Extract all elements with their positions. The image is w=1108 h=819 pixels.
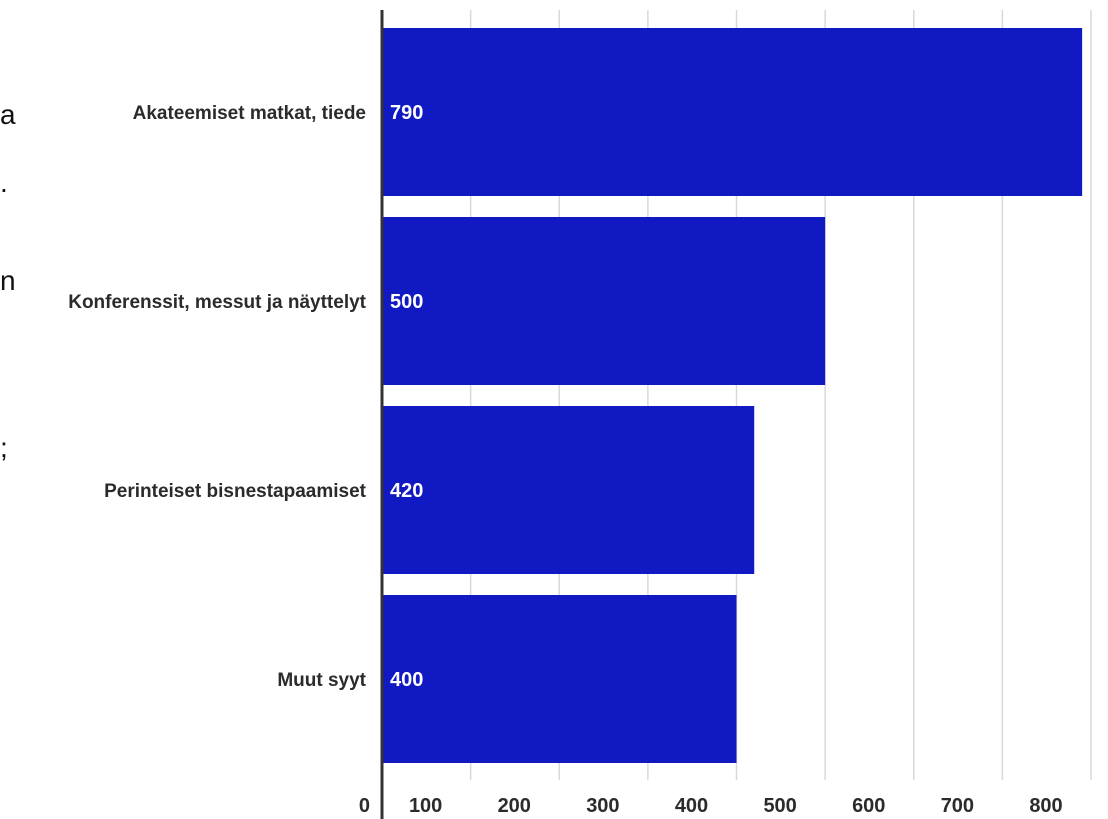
fragment-text: . xyxy=(0,167,8,198)
bar xyxy=(382,595,737,763)
value-labels: 790 500 420 400 xyxy=(390,102,423,691)
bar xyxy=(382,406,755,574)
x-tick-label: 800 xyxy=(1029,795,1062,817)
data-label: 420 xyxy=(390,480,423,502)
cropped-text-fragments: a . n ; xyxy=(0,99,16,463)
x-tick-label: 200 xyxy=(498,795,531,817)
x-axis-tick-labels: 0 100 200 300 400 500 600 700 800 xyxy=(359,795,1063,817)
x-tick-label: 400 xyxy=(675,795,708,817)
category-label: Muut syyt xyxy=(277,670,366,691)
bars xyxy=(382,28,1083,763)
x-tick-label: 700 xyxy=(941,795,974,817)
data-label: 790 xyxy=(390,102,423,124)
fragment-text: n xyxy=(0,265,16,296)
x-tick-label: 300 xyxy=(586,795,619,817)
x-tick-label: 600 xyxy=(852,795,885,817)
bar xyxy=(382,28,1083,196)
x-tick-label: 500 xyxy=(763,795,796,817)
category-labels: Akateemiset matkat, tiede Konferenssit, m… xyxy=(68,103,366,691)
category-label: Akateemiset matkat, tiede xyxy=(133,103,366,124)
fragment-text: a xyxy=(0,99,16,130)
fragment-text: ; xyxy=(0,432,8,463)
data-label: 400 xyxy=(390,669,423,691)
bar xyxy=(382,217,826,385)
data-label: 500 xyxy=(390,291,423,313)
category-label: Konferenssit, messut ja näyttelyt xyxy=(68,292,366,313)
category-label: Perinteiset bisnestapaamiset xyxy=(104,481,367,502)
x-tick-label: 0 xyxy=(359,795,370,817)
x-tick-label: 100 xyxy=(409,795,442,817)
